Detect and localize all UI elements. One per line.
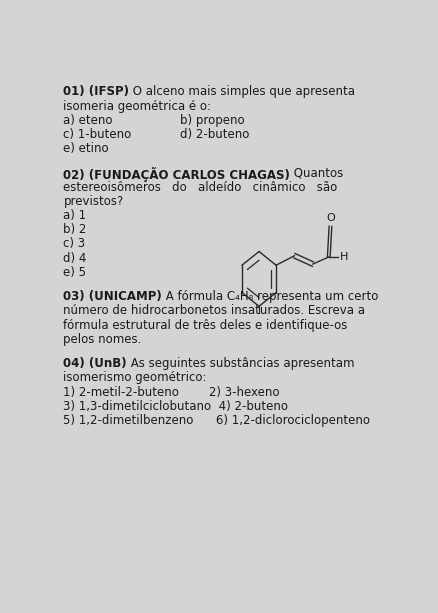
Text: c) 1-buteno             d) 2-buteno: c) 1-buteno d) 2-buteno: [63, 128, 249, 141]
Text: fórmula estrutural de três deles e identifique-os: fórmula estrutural de três deles e ident…: [63, 319, 347, 332]
Text: número de hidrocarbonetos insaturados. Escreva a: número de hidrocarbonetos insaturados. E…: [63, 305, 364, 318]
Text: previstos?: previstos?: [63, 195, 124, 208]
Text: 04) (UnB): 04) (UnB): [63, 357, 127, 370]
Text: isomeria geométrica é o:: isomeria geométrica é o:: [63, 99, 211, 113]
Text: Quantos: Quantos: [290, 167, 343, 180]
Text: e) 5: e) 5: [63, 265, 86, 279]
Text: H: H: [339, 252, 347, 262]
Text: O alceno mais simples que apresenta: O alceno mais simples que apresenta: [129, 85, 355, 98]
Text: estereoisômeros   do   aldeído   cinâmico   são: estereoisômeros do aldeído cinâmico são: [63, 181, 337, 194]
Text: O: O: [325, 213, 334, 223]
Text: a) eteno                  b) propeno: a) eteno b) propeno: [63, 113, 244, 127]
Text: isomerismo geométrico:: isomerismo geométrico:: [63, 371, 206, 384]
Text: 02) (FUNDAÇÃO CARLOS CHAGAS): 02) (FUNDAÇÃO CARLOS CHAGAS): [63, 167, 290, 181]
Text: 03) (UNICAMP): 03) (UNICAMP): [63, 290, 162, 303]
Text: b) 2: b) 2: [63, 223, 87, 236]
Text: 01) (IFSP): 01) (IFSP): [63, 85, 129, 98]
Text: 1) 2-metil-2-buteno        2) 3-hexeno: 1) 2-metil-2-buteno 2) 3-hexeno: [63, 386, 279, 398]
Text: a) 1: a) 1: [63, 209, 86, 222]
Text: c) 3: c) 3: [63, 237, 85, 250]
Text: 5) 1,2-dimetilbenzeno      6) 1,2-diclorociclopenteno: 5) 1,2-dimetilbenzeno 6) 1,2-diclorocicl…: [63, 414, 370, 427]
Text: 3) 1,3-dimetilciclobutano  4) 2-buteno: 3) 1,3-dimetilciclobutano 4) 2-buteno: [63, 400, 288, 413]
Text: pelos nomes.: pelos nomes.: [63, 333, 141, 346]
Text: A fórmula C₄H₈ representa um certo: A fórmula C₄H₈ representa um certo: [162, 290, 378, 303]
Text: d) 4: d) 4: [63, 251, 87, 264]
Text: As seguintes substâncias apresentam: As seguintes substâncias apresentam: [127, 357, 354, 370]
Text: e) etino: e) etino: [63, 142, 109, 155]
